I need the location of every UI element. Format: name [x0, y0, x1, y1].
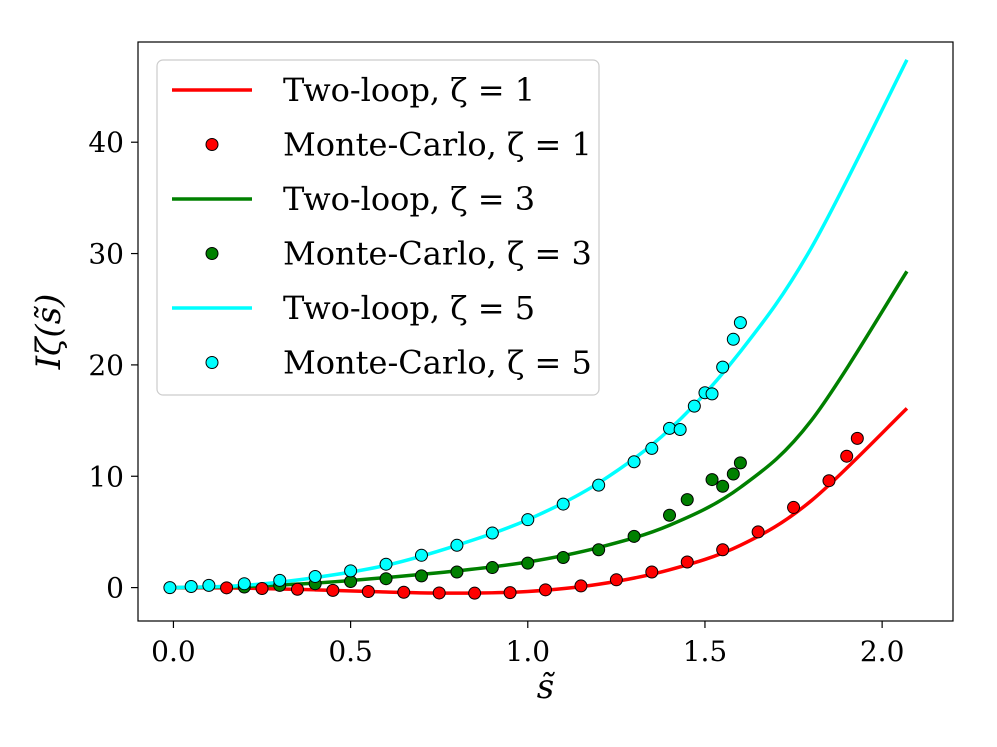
data-point-s1-8 [503, 586, 517, 600]
data-point-s5-21 [716, 360, 730, 374]
data-point-s1-6 [432, 586, 446, 600]
data-point-s1-14 [716, 543, 730, 557]
axes-frame [137, 41, 954, 622]
data-point-s5-16 [663, 421, 677, 435]
x-tick-label-3: 1.5 [683, 635, 728, 668]
x-tick-label-1: 0.5 [328, 635, 373, 668]
data-point-s3-14 [705, 473, 719, 487]
data-point-s5-12 [556, 497, 570, 511]
data-point-s5-23 [733, 316, 747, 330]
data-point-s3-7 [485, 561, 499, 575]
data-point-s3-6 [450, 565, 464, 579]
data-point-s5-14 [627, 455, 641, 469]
y-tick-label-3: 30 [88, 238, 124, 271]
data-point-s1-5 [397, 585, 411, 599]
data-point-s3-17 [733, 456, 747, 470]
data-point-s1-13 [680, 555, 694, 569]
data-point-s5-7 [379, 557, 393, 571]
series-line-2 [173, 270, 909, 590]
data-point-s5-5 [308, 569, 322, 583]
data-point-s3-16 [726, 467, 740, 481]
x-tick-label-4: 2.0 [860, 635, 905, 668]
curves-group [163, 59, 909, 600]
legend-box [156, 59, 600, 396]
legend-label-5: Monte-Carlo, ζ = 5 [283, 344, 592, 382]
data-point-s5-0 [163, 581, 177, 595]
legend-point-marker-3 [205, 247, 219, 260]
legend-label-4: Two-loop, ζ = 5 [283, 289, 535, 327]
x-tick-label-0: 0.0 [151, 635, 196, 668]
y-axis-label: Iζ(s̃) [29, 294, 69, 371]
legend-label-0: Two-loop, ζ = 1 [283, 71, 535, 109]
legend: Two-loop, ζ = 1 Monte-Carlo, ζ = 1 Two-loo… [156, 59, 600, 396]
data-point-s1-7 [468, 586, 482, 600]
data-point-s3-8 [521, 556, 535, 570]
x-tick-label-2: 1.0 [506, 635, 551, 668]
data-point-s5-8 [414, 548, 428, 562]
y-tick-label-0: 0 [106, 572, 124, 605]
data-point-s1-12 [645, 565, 659, 579]
data-point-s1-16 [787, 500, 801, 514]
data-point-s5-10 [485, 526, 499, 540]
data-point-s5-3 [237, 577, 251, 591]
legend-label-2: Two-loop, ζ = 3 [283, 180, 535, 218]
data-point-s1-15 [751, 525, 765, 539]
data-point-s5-15 [645, 441, 659, 455]
data-point-s5-1 [184, 579, 198, 593]
data-point-s3-12 [663, 508, 677, 522]
data-point-s3-10 [592, 543, 606, 557]
y-tick-label-2: 20 [88, 349, 124, 382]
data-point-s5-9 [450, 538, 464, 552]
data-point-s3-9 [556, 551, 570, 565]
plot-area [163, 59, 909, 600]
data-point-s5-11 [521, 513, 535, 527]
data-point-s3-11 [627, 529, 641, 543]
data-point-s5-22 [726, 332, 740, 346]
data-point-s1-2 [290, 582, 304, 596]
data-point-s1-3 [326, 583, 340, 597]
data-point-s1-17 [822, 474, 836, 488]
y-tick-label-4: 40 [88, 126, 124, 159]
data-point-s3-15 [716, 479, 730, 493]
data-point-s5-13 [592, 478, 606, 492]
legend-label-3: Monte-Carlo, ζ = 3 [283, 235, 592, 273]
data-point-s3-5 [414, 569, 428, 583]
legend-point-marker-1 [205, 138, 219, 151]
data-point-s5-2 [202, 578, 216, 592]
data-point-s5-6 [344, 564, 358, 578]
data-point-s5-17 [673, 422, 687, 436]
data-point-s1-4 [361, 584, 375, 598]
data-point-s1-0 [220, 581, 234, 595]
x-axis-label: s̃ [537, 667, 556, 707]
legend-label-1: Monte-Carlo, ζ = 1 [283, 126, 592, 164]
data-point-s5-20 [705, 387, 719, 401]
data-point-s1-10 [574, 579, 588, 593]
data-point-s1-18 [840, 449, 854, 463]
data-point-s5-18 [687, 399, 701, 413]
axes: 0.0 0.5 1.0 1.5 2.0 0 10 20 30 40 s̃ Iζ(s̃) [29, 41, 954, 707]
data-point-s1-19 [850, 431, 864, 445]
data-point-s3-4 [379, 572, 393, 586]
legend-point-marker-5 [205, 356, 219, 369]
data-point-s3-13 [680, 493, 694, 507]
data-point-s1-11 [609, 573, 623, 587]
data-point-s1-9 [539, 583, 552, 597]
y-tick-label-1: 10 [88, 460, 124, 493]
data-point-s5-4 [273, 573, 287, 587]
data-point-s1-1 [255, 581, 269, 595]
